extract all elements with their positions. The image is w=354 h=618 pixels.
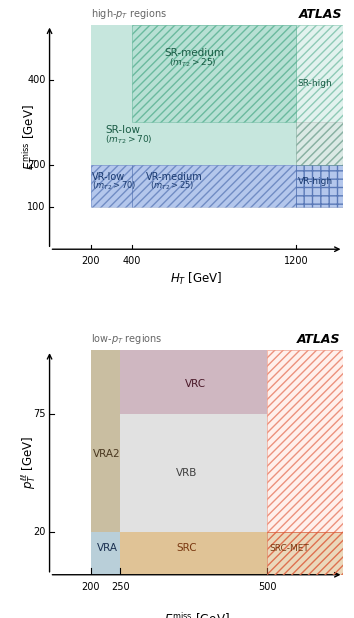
Text: 200: 200 <box>81 256 100 266</box>
Bar <box>267 350 343 532</box>
Bar <box>267 350 343 532</box>
Bar <box>296 164 343 207</box>
Text: high-$p_T$ regions: high-$p_T$ regions <box>91 7 167 22</box>
Bar <box>91 25 296 164</box>
Text: $H_T$ [GeV]: $H_T$ [GeV] <box>170 271 223 287</box>
Text: VRA: VRA <box>97 543 118 553</box>
Bar <box>132 25 296 122</box>
Bar <box>132 25 296 122</box>
Text: SRC: SRC <box>176 543 196 553</box>
Text: SR-medium: SR-medium <box>165 48 225 59</box>
Text: VR-medium: VR-medium <box>146 172 203 182</box>
Text: 200: 200 <box>81 582 100 592</box>
Bar <box>91 164 132 207</box>
Text: SRC-MET: SRC-MET <box>269 544 309 553</box>
Bar <box>120 350 267 415</box>
Bar <box>120 415 267 532</box>
Text: ATLAS: ATLAS <box>299 8 342 22</box>
Text: 500: 500 <box>258 582 276 592</box>
Text: 400: 400 <box>122 256 141 266</box>
Text: SR-low: SR-low <box>105 125 140 135</box>
Text: VRB: VRB <box>176 468 197 478</box>
Bar <box>120 532 267 575</box>
Text: VRC: VRC <box>185 379 206 389</box>
Bar <box>91 350 120 532</box>
Text: 400: 400 <box>27 75 45 85</box>
Text: 200: 200 <box>27 159 45 169</box>
Text: VR-high: VR-high <box>298 177 333 185</box>
Text: $(m_{T2}{>}70)$: $(m_{T2}{>}70)$ <box>92 180 136 192</box>
Text: 250: 250 <box>111 582 130 592</box>
Text: $(m_{T2}{>}70)$: $(m_{T2}{>}70)$ <box>105 133 153 146</box>
Text: VRA2: VRA2 <box>92 449 120 459</box>
Text: $E_T^{\rm miss}$ [GeV]: $E_T^{\rm miss}$ [GeV] <box>20 104 40 170</box>
Text: $p_T^{\ell\ell}$ [GeV]: $p_T^{\ell\ell}$ [GeV] <box>19 436 38 489</box>
Text: 1200: 1200 <box>284 256 308 266</box>
Bar <box>296 25 343 164</box>
Text: 75: 75 <box>34 409 46 420</box>
Text: SR-high: SR-high <box>298 79 332 88</box>
Text: 20: 20 <box>34 527 46 537</box>
Bar <box>132 164 296 207</box>
Text: $(m_{T2}{>}25)$: $(m_{T2}{>}25)$ <box>169 57 216 69</box>
Bar <box>296 164 343 207</box>
Bar <box>296 122 343 164</box>
Text: $(m_{T2}{>}25)$: $(m_{T2}{>}25)$ <box>150 180 195 192</box>
Bar <box>132 164 296 207</box>
Text: low-$p_T$ regions: low-$p_T$ regions <box>91 332 162 346</box>
Text: $E_T^{\rm miss}$ [GeV]: $E_T^{\rm miss}$ [GeV] <box>164 611 229 618</box>
Bar <box>296 122 343 164</box>
Text: VR-low: VR-low <box>92 172 125 182</box>
Bar <box>296 25 343 164</box>
Bar <box>267 532 343 575</box>
Bar <box>91 164 132 207</box>
Text: ATLAS: ATLAS <box>297 333 341 346</box>
Bar <box>91 532 120 575</box>
Bar <box>267 532 343 575</box>
Text: 100: 100 <box>27 202 45 212</box>
